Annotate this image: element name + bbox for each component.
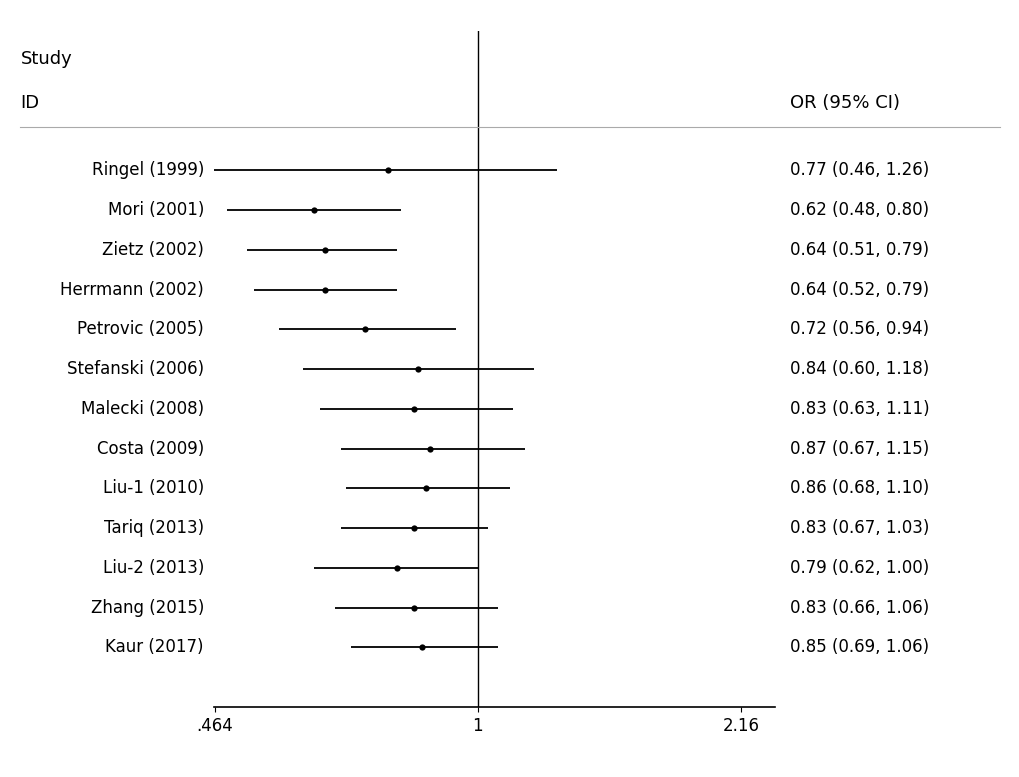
Text: OR (95% CI): OR (95% CI) xyxy=(790,94,900,112)
Text: Zietz (2002): Zietz (2002) xyxy=(102,241,204,259)
Text: Petrovic (2005): Petrovic (2005) xyxy=(77,320,204,338)
Text: Malecki (2008): Malecki (2008) xyxy=(81,400,204,418)
Text: 0.87 (0.67, 1.15): 0.87 (0.67, 1.15) xyxy=(790,440,929,458)
Text: 0.77 (0.46, 1.26): 0.77 (0.46, 1.26) xyxy=(790,162,929,179)
Text: 0.84 (0.60, 1.18): 0.84 (0.60, 1.18) xyxy=(790,360,929,378)
Text: Costa (2009): Costa (2009) xyxy=(97,440,204,458)
Text: Zhang (2015): Zhang (2015) xyxy=(91,598,204,617)
Text: 0.85 (0.69, 1.06): 0.85 (0.69, 1.06) xyxy=(790,639,928,657)
Text: 0.86 (0.68, 1.10): 0.86 (0.68, 1.10) xyxy=(790,479,929,497)
Text: Liu-2 (2013): Liu-2 (2013) xyxy=(103,559,204,577)
Text: 0.83 (0.63, 1.11): 0.83 (0.63, 1.11) xyxy=(790,400,929,418)
Text: 0.62 (0.48, 0.80): 0.62 (0.48, 0.80) xyxy=(790,201,928,219)
Text: Kaur (2017): Kaur (2017) xyxy=(105,639,204,657)
Text: 0.72 (0.56, 0.94): 0.72 (0.56, 0.94) xyxy=(790,320,928,338)
Text: 0.64 (0.51, 0.79): 0.64 (0.51, 0.79) xyxy=(790,241,928,259)
Text: Ringel (1999): Ringel (1999) xyxy=(92,162,204,179)
Text: 0.79 (0.62, 1.00): 0.79 (0.62, 1.00) xyxy=(790,559,929,577)
Text: Stefanski (2006): Stefanski (2006) xyxy=(67,360,204,378)
Text: Liu-1 (2010): Liu-1 (2010) xyxy=(103,479,204,497)
Text: 0.83 (0.67, 1.03): 0.83 (0.67, 1.03) xyxy=(790,519,929,537)
Text: 0.83 (0.66, 1.06): 0.83 (0.66, 1.06) xyxy=(790,598,929,617)
Text: Tariq (2013): Tariq (2013) xyxy=(104,519,204,537)
Text: Mori (2001): Mori (2001) xyxy=(108,201,204,219)
Text: Herrmann (2002): Herrmann (2002) xyxy=(60,280,204,298)
Text: Study: Study xyxy=(20,50,72,68)
Text: 0.64 (0.52, 0.79): 0.64 (0.52, 0.79) xyxy=(790,280,928,298)
Text: ID: ID xyxy=(20,94,40,112)
